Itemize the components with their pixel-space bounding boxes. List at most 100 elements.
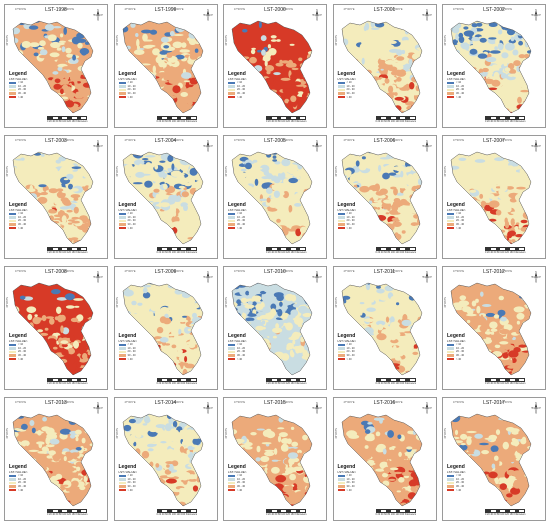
lst-patch [497, 29, 503, 35]
lst-patch [255, 325, 264, 331]
lst-patch [526, 374, 531, 375]
lst-patch [272, 335, 277, 339]
lst-patch [457, 184, 466, 189]
lst-patch [473, 21, 484, 22]
lst-patch [251, 295, 262, 302]
lst-patch [240, 109, 248, 113]
legend-entry: 20 - 30 [228, 350, 262, 354]
lst-patch [406, 177, 414, 182]
lst-patch [256, 107, 262, 111]
scale-label: 0 20 40 60 80 100 120 160 Kilometers [47, 382, 88, 386]
lst-patch [75, 436, 79, 442]
legend-entry: > 40 [228, 95, 262, 99]
lst-patch [237, 182, 244, 191]
lst-patch [87, 208, 93, 216]
legend-label: < 10 [18, 212, 24, 216]
lst-patch [360, 373, 371, 375]
latitude-label: 35°00'0"N [115, 35, 119, 46]
lst-patch [61, 190, 72, 194]
lst-patch [400, 49, 405, 55]
north-label: N [426, 271, 428, 273]
lst-patch [409, 283, 415, 285]
lst-patch [388, 172, 396, 176]
lst-patch [385, 212, 389, 215]
lst-patch [347, 191, 355, 198]
lst-patch [152, 110, 157, 113]
lst-patch [375, 191, 384, 196]
legend-label: < 10 [456, 343, 462, 347]
lst-patch [298, 86, 304, 90]
lst-patch [166, 95, 177, 99]
lst-patch [150, 442, 159, 445]
lst-patch [241, 109, 248, 113]
lst-patch [55, 495, 66, 502]
lst-patch [515, 93, 525, 98]
lst-patch [30, 495, 39, 501]
lst-patch [520, 21, 531, 23]
lst-patch [518, 54, 526, 59]
lst-patch [273, 104, 279, 109]
lst-patch [11, 375, 15, 379]
lst-patch [170, 163, 174, 171]
lst-patch [232, 111, 242, 113]
legend-swatch [447, 347, 454, 350]
lst-patch [480, 188, 485, 194]
lst-patch [353, 67, 362, 70]
lst-patch [295, 148, 301, 151]
lst-patch [355, 373, 365, 375]
lst-patch [180, 72, 192, 79]
lst-patch [147, 106, 151, 110]
longitude-label: 48°00'0"E [172, 139, 184, 142]
lst-patch [81, 502, 89, 506]
scale-bar: 0 20 40 60 80 100 120 160 Kilometers [375, 247, 416, 254]
lst-patch [188, 152, 196, 156]
lst-patch [178, 487, 185, 491]
lst-patch [33, 101, 39, 109]
lst-patch [78, 202, 85, 205]
lst-patch [498, 152, 507, 153]
lst-patch [18, 365, 27, 372]
lst-patch [174, 331, 179, 336]
lst-patch [525, 59, 531, 63]
legend-label: 30 - 40 [237, 354, 246, 358]
lst-patch [122, 310, 131, 316]
latitude-label: 35°00'0"N [225, 166, 228, 177]
lst-patch [300, 296, 309, 300]
lst-patch [198, 371, 203, 375]
latitude-label: 35°00'0"N [334, 297, 338, 308]
lst-patch [152, 219, 162, 227]
lst-patch [68, 183, 73, 190]
lst-patch [65, 466, 75, 472]
lst-patch [182, 480, 187, 485]
lst-patch [24, 364, 28, 367]
lst-patch [307, 78, 312, 83]
lst-patch [295, 280, 300, 283]
legend-label: < 10 [456, 212, 462, 216]
lst-patch [84, 222, 89, 227]
lst-patch [413, 344, 418, 350]
lst-patch [42, 372, 47, 375]
lst-patch [135, 374, 142, 375]
lst-patch [25, 507, 35, 509]
lst-patch [129, 296, 139, 300]
lst-patch [254, 148, 261, 151]
lst-patch [284, 293, 295, 302]
lst-patch [343, 98, 347, 107]
lst-patch [355, 237, 367, 240]
lst-patch [247, 320, 256, 323]
lst-patch [67, 416, 72, 421]
latitude-label: 35°00'0"N [6, 35, 9, 46]
lst-patch [26, 459, 33, 463]
lst-patch [381, 369, 391, 375]
lst-patch [181, 292, 191, 299]
lst-patch [472, 361, 480, 367]
legend-label: 20 - 30 [127, 219, 136, 223]
legend-label: 30 - 40 [456, 354, 465, 358]
lst-patch [188, 31, 197, 39]
lst-patch [144, 155, 156, 158]
compass-west-label: W [203, 408, 205, 410]
lst-patch [500, 316, 507, 322]
lst-patch [87, 109, 91, 113]
lst-patch [25, 196, 34, 201]
legend-title: Legend [118, 464, 137, 470]
